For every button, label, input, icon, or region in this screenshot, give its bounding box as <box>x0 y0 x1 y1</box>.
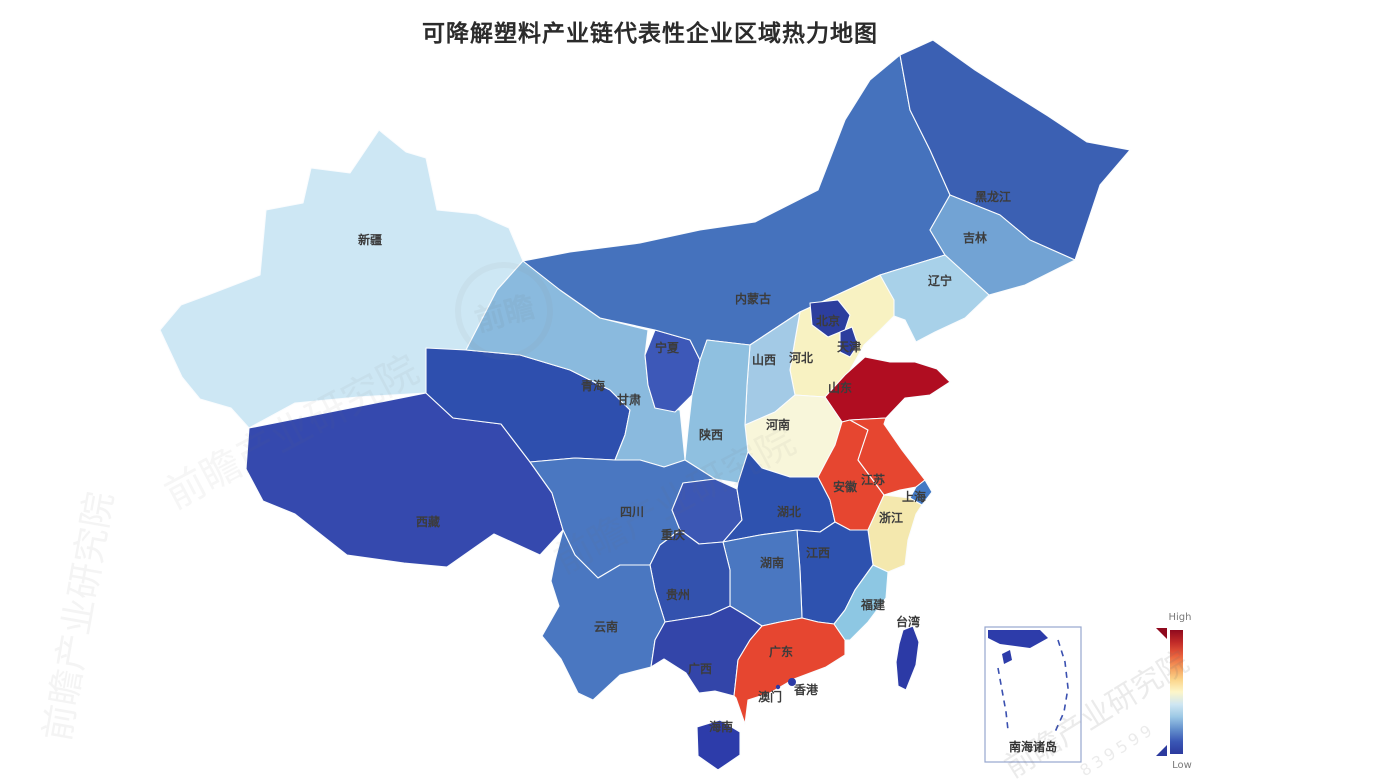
province-label-jilin: 吉林 <box>963 230 987 245</box>
province-label-shaanxi: 陕西 <box>699 427 723 442</box>
inset-nine-dash-line-left <box>997 667 1009 731</box>
province-jilin <box>929 194 1076 296</box>
province-label-qinghai: 青海 <box>581 378 605 393</box>
province-label-gansu: 甘肃 <box>617 392 641 407</box>
province-label-guizhou: 贵州 <box>666 587 690 602</box>
province-label-shanghai: 上海 <box>902 489 926 504</box>
province-label-shandong: 山东 <box>828 380 852 395</box>
province-label-henan: 河南 <box>765 417 790 432</box>
province-label-aomen: 澳门 <box>758 689 782 704</box>
south-china-sea-inset: 南海诸岛 <box>984 626 1082 763</box>
legend-min-marker-icon <box>1156 745 1167 756</box>
province-label-xizang: 西藏 <box>416 514 440 529</box>
province-labels: 新疆 西藏 青海 甘肃 宁夏 内蒙古 黑龙江 吉林 辽宁 北京 天津 河北 山西… <box>358 189 1011 734</box>
legend: High Low <box>1150 610 1220 780</box>
province-label-hubei: 湖北 <box>777 504 801 519</box>
province-label-sichuan: 四川 <box>620 505 644 519</box>
province-heilongjiang <box>899 39 1131 261</box>
province-label-hainan: 海南 <box>709 719 733 734</box>
province-label-guangxi: 广西 <box>688 661 712 676</box>
province-label-hunan: 湖南 <box>760 555 784 570</box>
province-label-yunnan: 云南 <box>594 619 618 634</box>
province-xianggang <box>788 678 796 686</box>
province-label-fujian: 福建 <box>860 597 886 612</box>
province-tianjin <box>839 326 859 358</box>
province-label-zhejiang: 浙江 <box>879 510 903 525</box>
province-label-heilongjiang: 黑龙江 <box>975 189 1011 204</box>
province-shanghai <box>909 479 933 506</box>
provinces <box>159 39 1131 771</box>
legend-max-marker-icon <box>1156 628 1167 639</box>
province-fujian <box>833 564 889 641</box>
province-hainan <box>696 719 741 771</box>
province-label-hebei: 河北 <box>788 350 813 365</box>
province-label-beijing: 北京 <box>816 313 840 328</box>
inset-frame <box>984 626 1082 763</box>
province-label-anhui: 安徽 <box>833 479 858 494</box>
legend-low-label: Low <box>1172 760 1192 771</box>
province-label-guangdong: 广东 <box>769 644 793 659</box>
province-label-jiangsu: 江苏 <box>861 472 885 487</box>
province-aomen <box>775 684 781 690</box>
legend-high-label: High <box>1168 612 1192 623</box>
province-label-tianjin: 天津 <box>837 339 861 354</box>
inset-coast-shape <box>988 630 1048 648</box>
province-label-ningxia: 宁夏 <box>655 340 680 355</box>
province-guizhou <box>649 529 731 623</box>
inset-label: 南海诸岛 <box>1009 739 1057 754</box>
province-label-xianggang: 香港 <box>793 682 819 697</box>
province-shaanxi <box>684 339 751 484</box>
province-label-shanxi: 山西 <box>752 352 776 367</box>
page-title: 可降解塑料产业链代表性企业区域热力地图 <box>422 21 878 47</box>
province-yunnan <box>541 529 666 701</box>
province-label-chongqing: 重庆 <box>661 527 685 542</box>
legend-gradient <box>1170 630 1183 754</box>
province-label-jiangxi: 江西 <box>806 545 830 560</box>
inset-nine-dash-line-right <box>1054 639 1069 733</box>
province-label-xinjiang: 新疆 <box>358 232 382 247</box>
inset-hainan-shape <box>1002 650 1012 664</box>
province-taiwan <box>895 625 920 691</box>
province-label-taiwan: 台湾 <box>896 614 920 629</box>
province-label-neimenggu: 内蒙古 <box>735 291 771 306</box>
province-label-liaoning: 辽宁 <box>928 273 952 288</box>
